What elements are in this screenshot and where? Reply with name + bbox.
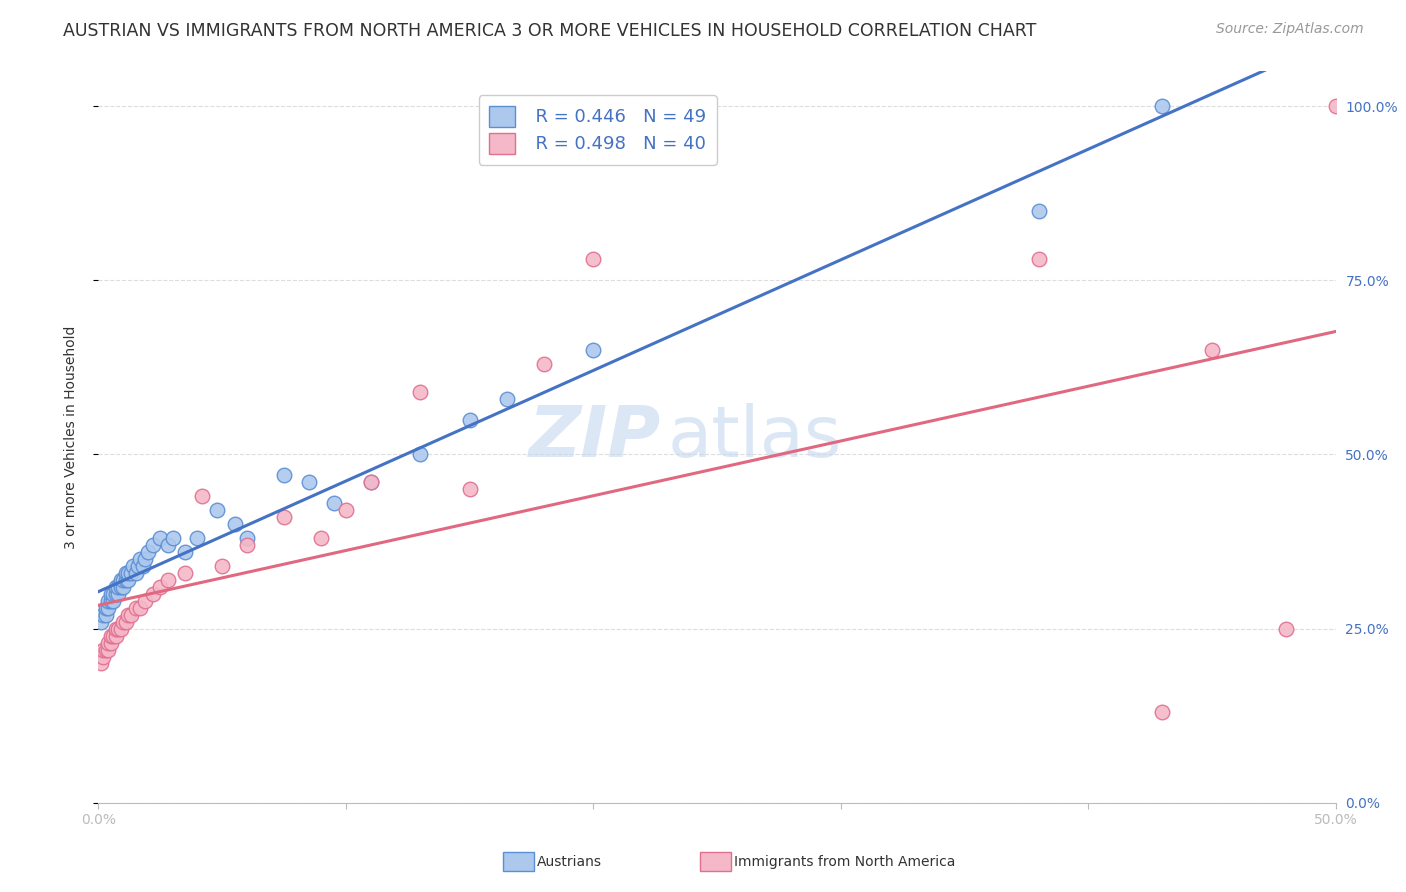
Point: [103, 629, 125, 643]
Point: [298, 475, 321, 490]
Point: [273, 510, 295, 524]
Point: [100, 635, 122, 649]
Point: [322, 496, 344, 510]
Point: [335, 503, 357, 517]
Point: [1152, 99, 1174, 113]
Point: [458, 412, 481, 426]
Text: ZIP: ZIP: [529, 402, 661, 472]
Point: [117, 566, 139, 580]
Point: [1028, 252, 1050, 267]
Point: [114, 566, 136, 580]
Point: [93, 642, 115, 657]
Point: [309, 531, 332, 545]
Point: [94, 607, 117, 622]
Point: [112, 615, 135, 629]
Point: [134, 594, 156, 608]
Point: [156, 538, 179, 552]
Point: [142, 538, 165, 552]
Point: [97, 600, 120, 615]
Point: [117, 607, 139, 622]
Point: [100, 587, 122, 601]
Text: Immigrants from North America: Immigrants from North America: [734, 855, 955, 869]
Point: [1152, 705, 1174, 719]
Point: [93, 649, 115, 664]
Point: [186, 531, 208, 545]
Point: [107, 622, 129, 636]
Point: [174, 545, 197, 559]
Point: [582, 252, 605, 267]
Point: [103, 587, 125, 601]
Point: [1201, 343, 1223, 357]
Point: [117, 573, 139, 587]
Point: [1275, 622, 1298, 636]
Text: Austrians: Austrians: [537, 855, 602, 869]
Point: [93, 607, 115, 622]
Point: [495, 392, 517, 406]
Point: [107, 587, 129, 601]
Point: [100, 629, 122, 643]
Point: [174, 566, 197, 580]
Point: [224, 517, 246, 532]
Point: [132, 558, 155, 573]
Point: [1028, 203, 1050, 218]
Point: [142, 587, 165, 601]
Point: [1324, 99, 1347, 113]
Point: [458, 483, 481, 497]
Point: [120, 607, 142, 622]
Text: Source: ZipAtlas.com: Source: ZipAtlas.com: [1216, 22, 1364, 37]
Text: atlas: atlas: [668, 402, 842, 472]
Point: [103, 594, 125, 608]
Point: [129, 552, 152, 566]
Y-axis label: 3 or more Vehicles in Household: 3 or more Vehicles in Household: [63, 326, 77, 549]
Point: [129, 600, 152, 615]
Point: [205, 503, 228, 517]
Point: [156, 573, 179, 587]
Point: [100, 594, 122, 608]
Point: [191, 489, 214, 503]
Point: [134, 552, 156, 566]
Point: [127, 558, 149, 573]
Legend:   R = 0.446   N = 49,   R = 0.498   N = 40: R = 0.446 N = 49, R = 0.498 N = 40: [478, 95, 717, 165]
Text: AUSTRIAN VS IMMIGRANTS FROM NORTH AMERICA 3 OR MORE VEHICLES IN HOUSEHOLD CORREL: AUSTRIAN VS IMMIGRANTS FROM NORTH AMERIC…: [63, 22, 1036, 40]
Point: [94, 642, 117, 657]
Point: [124, 566, 146, 580]
Point: [409, 384, 432, 399]
Point: [533, 357, 555, 371]
Point: [236, 538, 259, 552]
Point: [124, 600, 146, 615]
Point: [114, 573, 136, 587]
Point: [112, 573, 135, 587]
Point: [236, 531, 259, 545]
Point: [162, 531, 184, 545]
Point: [149, 531, 172, 545]
Point: [104, 622, 127, 636]
Point: [104, 629, 127, 643]
Point: [90, 615, 112, 629]
Point: [94, 600, 117, 615]
Point: [107, 580, 129, 594]
Point: [97, 594, 120, 608]
Point: [360, 475, 382, 490]
Point: [360, 475, 382, 490]
Point: [97, 642, 120, 657]
Point: [409, 448, 432, 462]
Point: [104, 580, 127, 594]
Point: [110, 580, 132, 594]
Point: [114, 615, 136, 629]
Point: [120, 566, 142, 580]
Point: [136, 545, 159, 559]
Point: [122, 558, 145, 573]
Point: [110, 622, 132, 636]
Point: [149, 580, 172, 594]
Point: [582, 343, 605, 357]
Point: [211, 558, 233, 573]
Point: [110, 573, 132, 587]
Point: [97, 635, 120, 649]
Point: [273, 468, 295, 483]
Point: [112, 580, 135, 594]
Point: [90, 657, 112, 671]
Point: [104, 587, 127, 601]
